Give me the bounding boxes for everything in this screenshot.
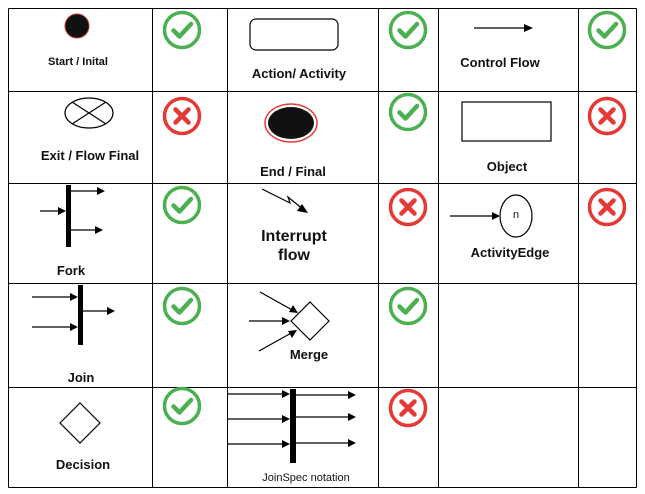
flow-final-node-icon: [64, 97, 114, 129]
fork-node-icon: [40, 185, 105, 247]
label-decision: Decision: [55, 457, 111, 472]
label-exit-flow-final: Exit / Flow Final: [40, 148, 140, 163]
activity-final-node-icon: [264, 103, 318, 143]
label-merge: Merge: [289, 347, 329, 362]
label-interrupt-line1: Interrupt: [261, 228, 327, 245]
label-fork: Fork: [56, 263, 86, 278]
label-interrupt-line2: flow: [278, 247, 310, 264]
x-circle-icon: [587, 96, 627, 136]
check-circle-icon: [162, 10, 202, 50]
label-activity-edge-node: n: [512, 209, 520, 221]
label-start: Start / Inital: [48, 56, 108, 68]
activity-edge-icon: [450, 194, 533, 238]
check-circle-icon: [162, 286, 202, 326]
label-joinspec: JoinSpec notation: [262, 472, 350, 484]
x-circle-icon: [388, 388, 428, 428]
label-control-flow: Control Flow: [460, 55, 540, 70]
check-circle-icon: [162, 386, 202, 426]
x-circle-icon: [587, 187, 627, 227]
joinspec-node-icon: [227, 389, 356, 463]
check-circle-icon: [388, 92, 428, 132]
object-node-icon: [461, 101, 552, 142]
check-circle-icon: [388, 286, 428, 326]
label-activity-edge: ActivityEdge: [470, 245, 550, 260]
label-object: Object: [486, 159, 528, 174]
check-circle-icon: [162, 185, 202, 225]
x-circle-icon: [162, 96, 202, 136]
join-node-icon: [32, 285, 115, 345]
x-circle-icon: [388, 187, 428, 227]
label-action: Action/ Activity: [251, 66, 347, 81]
merge-node-icon: [249, 291, 330, 352]
check-circle-icon: [388, 10, 428, 50]
check-circle-icon: [587, 10, 627, 50]
action-node-icon: [249, 18, 339, 51]
label-join: Join: [67, 370, 95, 385]
control-flow-arrow-icon: [474, 24, 533, 32]
label-end-final: End / Final: [260, 164, 326, 179]
interrupt-flow-arrow-icon: [261, 188, 308, 213]
decision-node-icon: [59, 402, 101, 444]
initial-node-icon: [64, 13, 90, 39]
